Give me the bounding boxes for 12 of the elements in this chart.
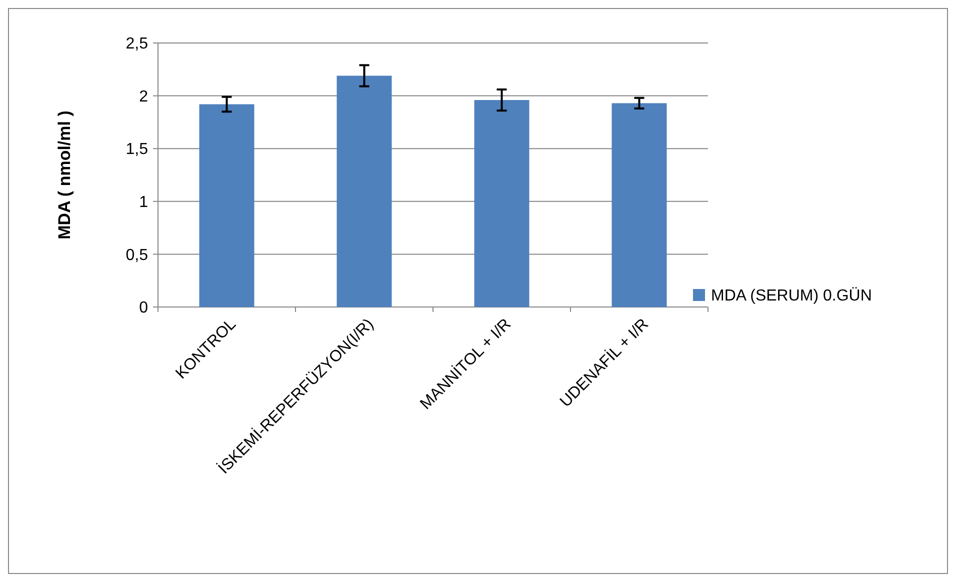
y-tick-label: 0,5 <box>126 246 148 264</box>
bar <box>336 76 392 307</box>
legend-label: MDA (SERUM) 0.GÜN <box>711 286 872 305</box>
bar <box>199 104 254 307</box>
y-tick-label: 2 <box>139 88 148 106</box>
bar <box>474 100 530 307</box>
y-tick-label: 1 <box>139 194 148 211</box>
y-tick-label: 2,5 <box>126 36 148 53</box>
bar <box>612 103 667 307</box>
y-tick-label: 0 <box>139 300 148 317</box>
y-axis-title: MDA ( nmol/ml ) <box>55 110 74 240</box>
y-tick-label: 1,5 <box>126 141 148 158</box>
